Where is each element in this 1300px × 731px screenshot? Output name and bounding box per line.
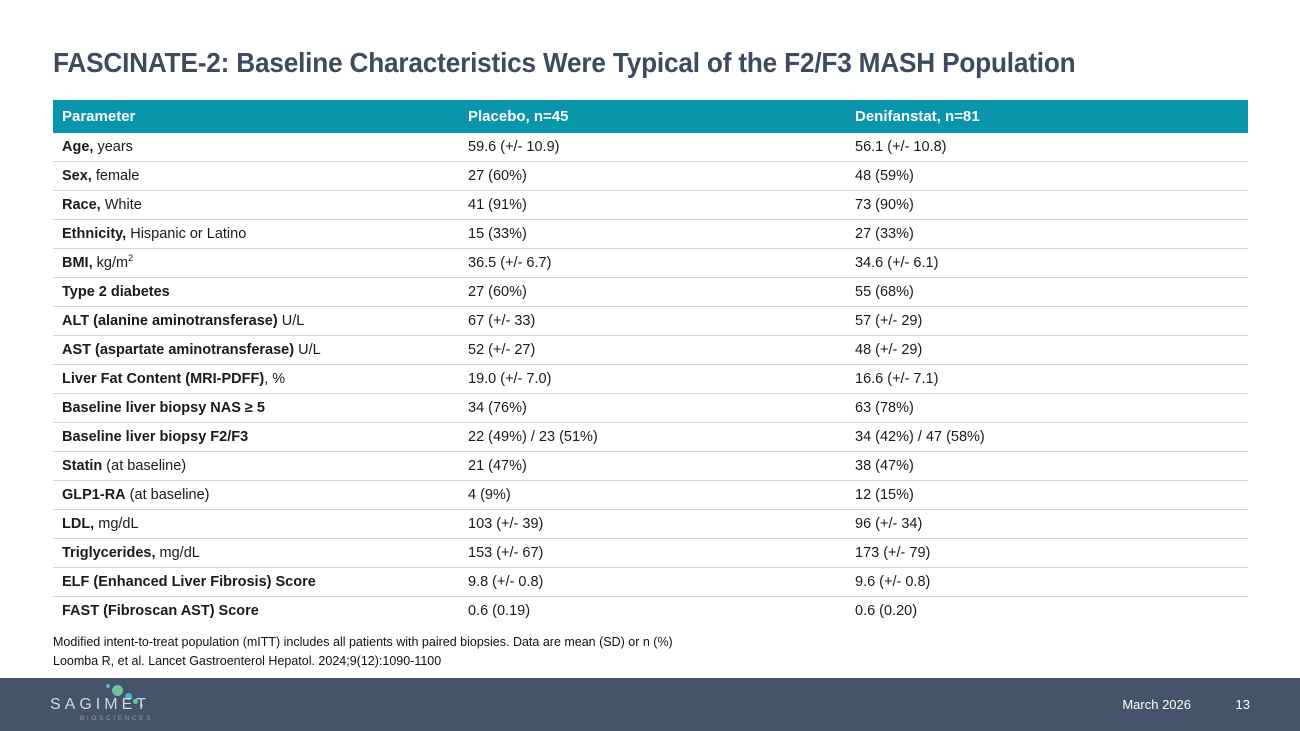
footnote-citation: Loomba R, et al. Lancet Gastroenterol He…: [53, 654, 442, 668]
denifanstat-value-cell: 57 (+/- 29): [846, 306, 1248, 336]
denifanstat-value-cell: 55 (68%): [846, 277, 1248, 307]
parameter-cell: ALT (alanine aminotransferase) U/L: [53, 306, 459, 336]
denifanstat-value-cell: 48 (59%): [846, 161, 1248, 191]
placebo-value-cell: 103 (+/- 39): [459, 509, 846, 539]
parameter-cell: ELF (Enhanced Liver Fibrosis) Score: [53, 567, 459, 597]
parameter-cell: LDL, mg/dL: [53, 509, 459, 539]
placebo-value-cell: 4 (9%): [459, 480, 846, 510]
logo-wordmark: SAGIMET: [50, 696, 151, 713]
logo-dot-icon: [125, 693, 132, 700]
denifanstat-value-cell: 16.6 (+/- 7.1): [846, 364, 1248, 394]
parameter-cell: Baseline liver biopsy F2/F3: [53, 422, 459, 452]
denifanstat-value-cell: 173 (+/- 79): [846, 538, 1248, 568]
footnotes: Modified intent-to-treat population (mIT…: [53, 633, 673, 671]
parameter-cell: Type 2 diabetes: [53, 277, 459, 307]
denifanstat-value-cell: 0.6 (0.20): [855, 603, 918, 619]
parameter-cell: Statin (at baseline): [53, 451, 459, 481]
table-row: Race, White 41 (91%) 73 (90%): [53, 190, 1248, 220]
table-row: Age, years 59.6 (+/- 10.9) 56.1 (+/- 10.8): [53, 133, 1248, 162]
logo-dot-icon: [133, 699, 138, 704]
placebo-value-cell: 22 (49%) / 23 (51%): [459, 422, 846, 452]
placebo-value-cell: 27 (60%): [459, 161, 846, 191]
header-denifanstat: Denifanstat, n=81: [846, 100, 1248, 133]
parameter-cell: Race, White: [53, 190, 459, 220]
table-row: GLP1-RA (at baseline) 4 (9%) 12 (15%): [53, 480, 1248, 510]
header-parameter: Parameter: [53, 100, 459, 133]
parameter-cell: BMI, kg/m2: [53, 248, 459, 278]
parameter-cell: Liver Fat Content (MRI-PDFF), %: [53, 364, 459, 394]
footnote-line: Modified intent-to-treat population (mIT…: [53, 635, 673, 649]
parameter-cell: Sex, female: [53, 161, 459, 191]
table-row: Baseline liver biopsy F2/F3 22 (49%) / 23…: [53, 422, 1248, 452]
logo-dot-icon: [112, 685, 123, 696]
parameter-cell: FAST (Fibroscan AST) Score: [62, 603, 259, 619]
placebo-value-cell: 0.6 (0.19): [468, 603, 531, 619]
denifanstat-value-cell: 96 (+/- 34): [846, 509, 1248, 539]
denifanstat-value-cell: 63 (78%): [846, 393, 1248, 423]
denifanstat-value-cell: 56.1 (+/- 10.8): [846, 133, 1248, 162]
parameter-cell: GLP1-RA (at baseline): [53, 480, 459, 510]
table-row: AST (aspartate aminotransferase) U/L 52 (…: [53, 335, 1248, 365]
logo-dot-icon: [140, 704, 143, 707]
denifanstat-value-cell: 48 (+/- 29): [846, 335, 1248, 365]
table-row: Liver Fat Content (MRI-PDFF), % 19.0 (+/-…: [53, 364, 1248, 394]
placebo-value-cell: 9.8 (+/- 0.8): [459, 567, 846, 597]
header-placebo: Placebo, n=45: [459, 100, 846, 133]
parameter-cell: AST (aspartate aminotransferase) U/L: [53, 335, 459, 365]
table-row: ALT (alanine aminotransferase) U/L 67 (+/…: [53, 306, 1248, 336]
parameter-cell: Ethnicity, Hispanic or Latino: [53, 219, 459, 249]
table-row: Type 2 diabetes 27 (60%) 55 (68%): [53, 277, 1248, 307]
placebo-value-cell: 59.6 (+/- 10.9): [459, 133, 846, 162]
parameter-cell: Baseline liver biopsy NAS ≥ 5: [53, 393, 459, 423]
table-row: Baseline liver biopsy NAS ≥ 5 34 (76%) 63 …: [53, 393, 1248, 423]
sagimet-logo: SAGIMET BIOSCIENCES: [50, 684, 160, 726]
table-row: BMI, kg/m2 36.5 (+/- 6.7) 34.6 (+/- 6.1): [53, 248, 1248, 278]
table-row: LDL, mg/dL 103 (+/- 39) 96 (+/- 34): [53, 509, 1248, 539]
placebo-value-cell: 15 (33%): [459, 219, 846, 249]
placebo-value-cell: 21 (47%): [459, 451, 846, 481]
denifanstat-value-cell: 73 (90%): [846, 190, 1248, 220]
table-row: Triglycerides, mg/dL 153 (+/- 67) 173 (+/-…: [53, 538, 1248, 568]
logo-subtext: BIOSCIENCES: [80, 715, 154, 722]
denifanstat-value-cell: 38 (47%): [846, 451, 1248, 481]
placebo-value-cell: 36.5 (+/- 6.7): [459, 248, 846, 278]
placebo-value-cell: 34 (76%): [459, 393, 846, 423]
table-row: Statin (at baseline) 21 (47%) 38 (47%): [53, 451, 1248, 481]
table-row: ELF (Enhanced Liver Fibrosis) Score 9.8 (…: [53, 567, 1248, 597]
parameter-cell: Age, years: [53, 133, 459, 162]
footer-bar: SAGIMET BIOSCIENCES March 2026 13: [0, 678, 1300, 731]
placebo-value-cell: 52 (+/- 27): [459, 335, 846, 365]
placebo-value-cell: 27 (60%): [459, 277, 846, 307]
table-header-row: Parameter Placebo, n=45 Denifanstat, n=8…: [53, 100, 1248, 133]
baseline-characteristics-table: Parameter Placebo, n=45 Denifanstat, n=8…: [53, 100, 1248, 625]
footer-date: March 2026: [1122, 697, 1191, 712]
placebo-value-cell: 19.0 (+/- 7.0): [459, 364, 846, 394]
page-number: 13: [1235, 697, 1250, 712]
page-title: FASCINATE-2: Baseline Characteristics We…: [53, 47, 1076, 78]
table-row: FAST (Fibroscan AST) Score 0.6 (0.19) 0.6 …: [53, 597, 1248, 626]
denifanstat-value-cell: 34.6 (+/- 6.1): [846, 248, 1248, 278]
table-row: Sex, female 27 (60%) 48 (59%): [53, 161, 1248, 191]
denifanstat-value-cell: 34 (42%) / 47 (58%): [846, 422, 1248, 452]
denifanstat-value-cell: 12 (15%): [846, 480, 1248, 510]
placebo-value-cell: 67 (+/- 33): [459, 306, 846, 336]
logo-dot-icon: [106, 684, 110, 688]
placebo-value-cell: 153 (+/- 67): [459, 538, 846, 568]
denifanstat-value-cell: 27 (33%): [846, 219, 1248, 249]
denifanstat-value-cell: 9.6 (+/- 0.8): [846, 567, 1248, 597]
table-row: Ethnicity, Hispanic or Latino 15 (33%) 27 …: [53, 219, 1248, 249]
parameter-cell: Triglycerides, mg/dL: [53, 538, 459, 568]
placebo-value-cell: 41 (91%): [459, 190, 846, 220]
